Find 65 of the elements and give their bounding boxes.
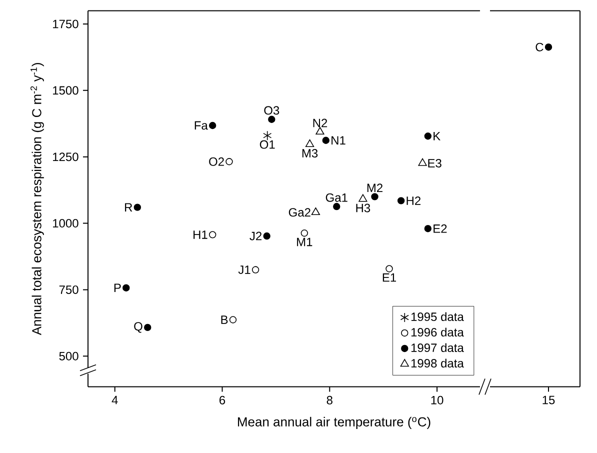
point bbox=[305, 139, 314, 148]
y-tick-label: 1500 bbox=[53, 86, 78, 95]
point bbox=[252, 266, 260, 274]
y-tick-label: 1250 bbox=[53, 152, 78, 162]
point bbox=[418, 158, 427, 166]
annotation: E3 bbox=[428, 158, 442, 168]
annotation: N1 bbox=[332, 136, 346, 144]
annotation: O2 bbox=[209, 157, 224, 166]
point bbox=[333, 202, 340, 210]
point bbox=[397, 197, 405, 204]
annotation: P bbox=[114, 284, 121, 292]
y-axis-title: Annual total ecosystem respiration (g C m$^{-2}$ y$^{-1}$) bbox=[30, 63, 44, 336]
annotation: M3 bbox=[302, 149, 318, 158]
annotation: N2 bbox=[313, 118, 328, 128]
annotation: K bbox=[434, 132, 440, 140]
point bbox=[208, 231, 216, 238]
x-tick-label: 10 bbox=[431, 396, 444, 404]
annotation: H1 bbox=[194, 230, 208, 239]
point bbox=[144, 324, 152, 332]
annotation: J2 bbox=[250, 232, 262, 240]
point bbox=[424, 224, 432, 232]
annotation: E1 bbox=[382, 273, 396, 282]
legend-label: 1998 data bbox=[411, 358, 464, 368]
point bbox=[300, 230, 308, 237]
point bbox=[134, 204, 142, 211]
x-tick-label: 6 bbox=[220, 396, 226, 404]
point bbox=[386, 265, 393, 272]
x-tick-label: 15 bbox=[542, 396, 555, 404]
x-tick-label: 8 bbox=[326, 396, 332, 404]
annotation: H3 bbox=[356, 204, 370, 212]
annotation: E2 bbox=[434, 224, 447, 233]
annotation: C bbox=[536, 42, 544, 52]
point bbox=[322, 136, 330, 144]
annotation: Q bbox=[134, 322, 142, 333]
point bbox=[268, 116, 276, 123]
point bbox=[226, 158, 233, 166]
x-axis-title: Mean annual air temperature ($^{o}$C) bbox=[238, 416, 430, 430]
annotation: J1 bbox=[238, 266, 250, 274]
annotation: O1 bbox=[260, 140, 275, 149]
x-tick-label: 4 bbox=[112, 396, 118, 404]
legend-label: 1996 data bbox=[411, 328, 464, 337]
point bbox=[122, 284, 130, 292]
annotation: O3 bbox=[264, 106, 280, 115]
annotation: R bbox=[125, 203, 132, 212]
annotation: M2 bbox=[367, 184, 382, 192]
point bbox=[424, 132, 432, 140]
y-tick-label: 1750 bbox=[53, 20, 78, 28]
annotation: H2 bbox=[406, 196, 420, 205]
point bbox=[229, 316, 237, 324]
annotation: Ga1 bbox=[326, 193, 348, 202]
annotation: M1 bbox=[297, 238, 312, 246]
annotation: Fa bbox=[194, 121, 208, 130]
point bbox=[311, 207, 320, 216]
annotation: B bbox=[221, 316, 228, 324]
y-tick-label: 500 bbox=[59, 352, 78, 360]
legend-label: 1995 data bbox=[411, 312, 464, 322]
point bbox=[263, 232, 270, 240]
point bbox=[208, 122, 216, 130]
point bbox=[371, 193, 378, 200]
point bbox=[263, 130, 272, 140]
legend-label: 1997 data bbox=[411, 343, 464, 352]
y-tick-label: 1000 bbox=[53, 219, 78, 228]
point bbox=[358, 194, 368, 202]
annotation: Ga2 bbox=[288, 208, 310, 217]
y-tick-label: 750 bbox=[59, 285, 78, 294]
